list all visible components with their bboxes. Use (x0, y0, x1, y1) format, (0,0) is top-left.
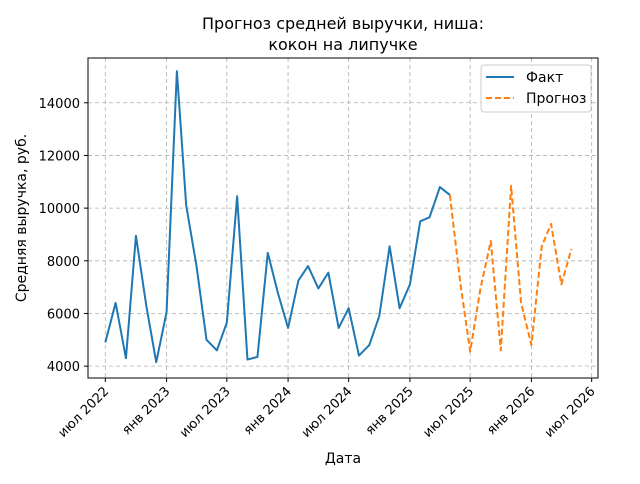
plot-area-frame (87, 57, 599, 379)
series-lines (104, 70, 573, 364)
y-tick-label: 6000 (47, 307, 80, 322)
y-axis-ticks: 4000 6000 8000 10000 12000 14000 (39, 97, 88, 375)
y-axis-label: Средняя выручка, руб. (14, 134, 30, 302)
series-line-forecast (448, 184, 573, 353)
legend-label-forecast: Прогноз (526, 91, 587, 107)
chart-title-line-1: Прогноз средней выручки, ниша: (202, 14, 484, 33)
y-tick-label: 14000 (39, 97, 80, 112)
x-axis-label: Дата (325, 451, 361, 467)
y-tick-label: 10000 (39, 202, 80, 217)
series-line-fact (104, 70, 451, 364)
legend: Факт Прогноз (480, 64, 592, 113)
y-tick-label: 12000 (39, 149, 80, 164)
y-tick-label: 8000 (47, 255, 80, 270)
y-tick-label: 4000 (47, 360, 80, 375)
chart-title-line-2: кокон на липучке (268, 35, 417, 54)
legend-label-fact: Факт (526, 70, 563, 86)
